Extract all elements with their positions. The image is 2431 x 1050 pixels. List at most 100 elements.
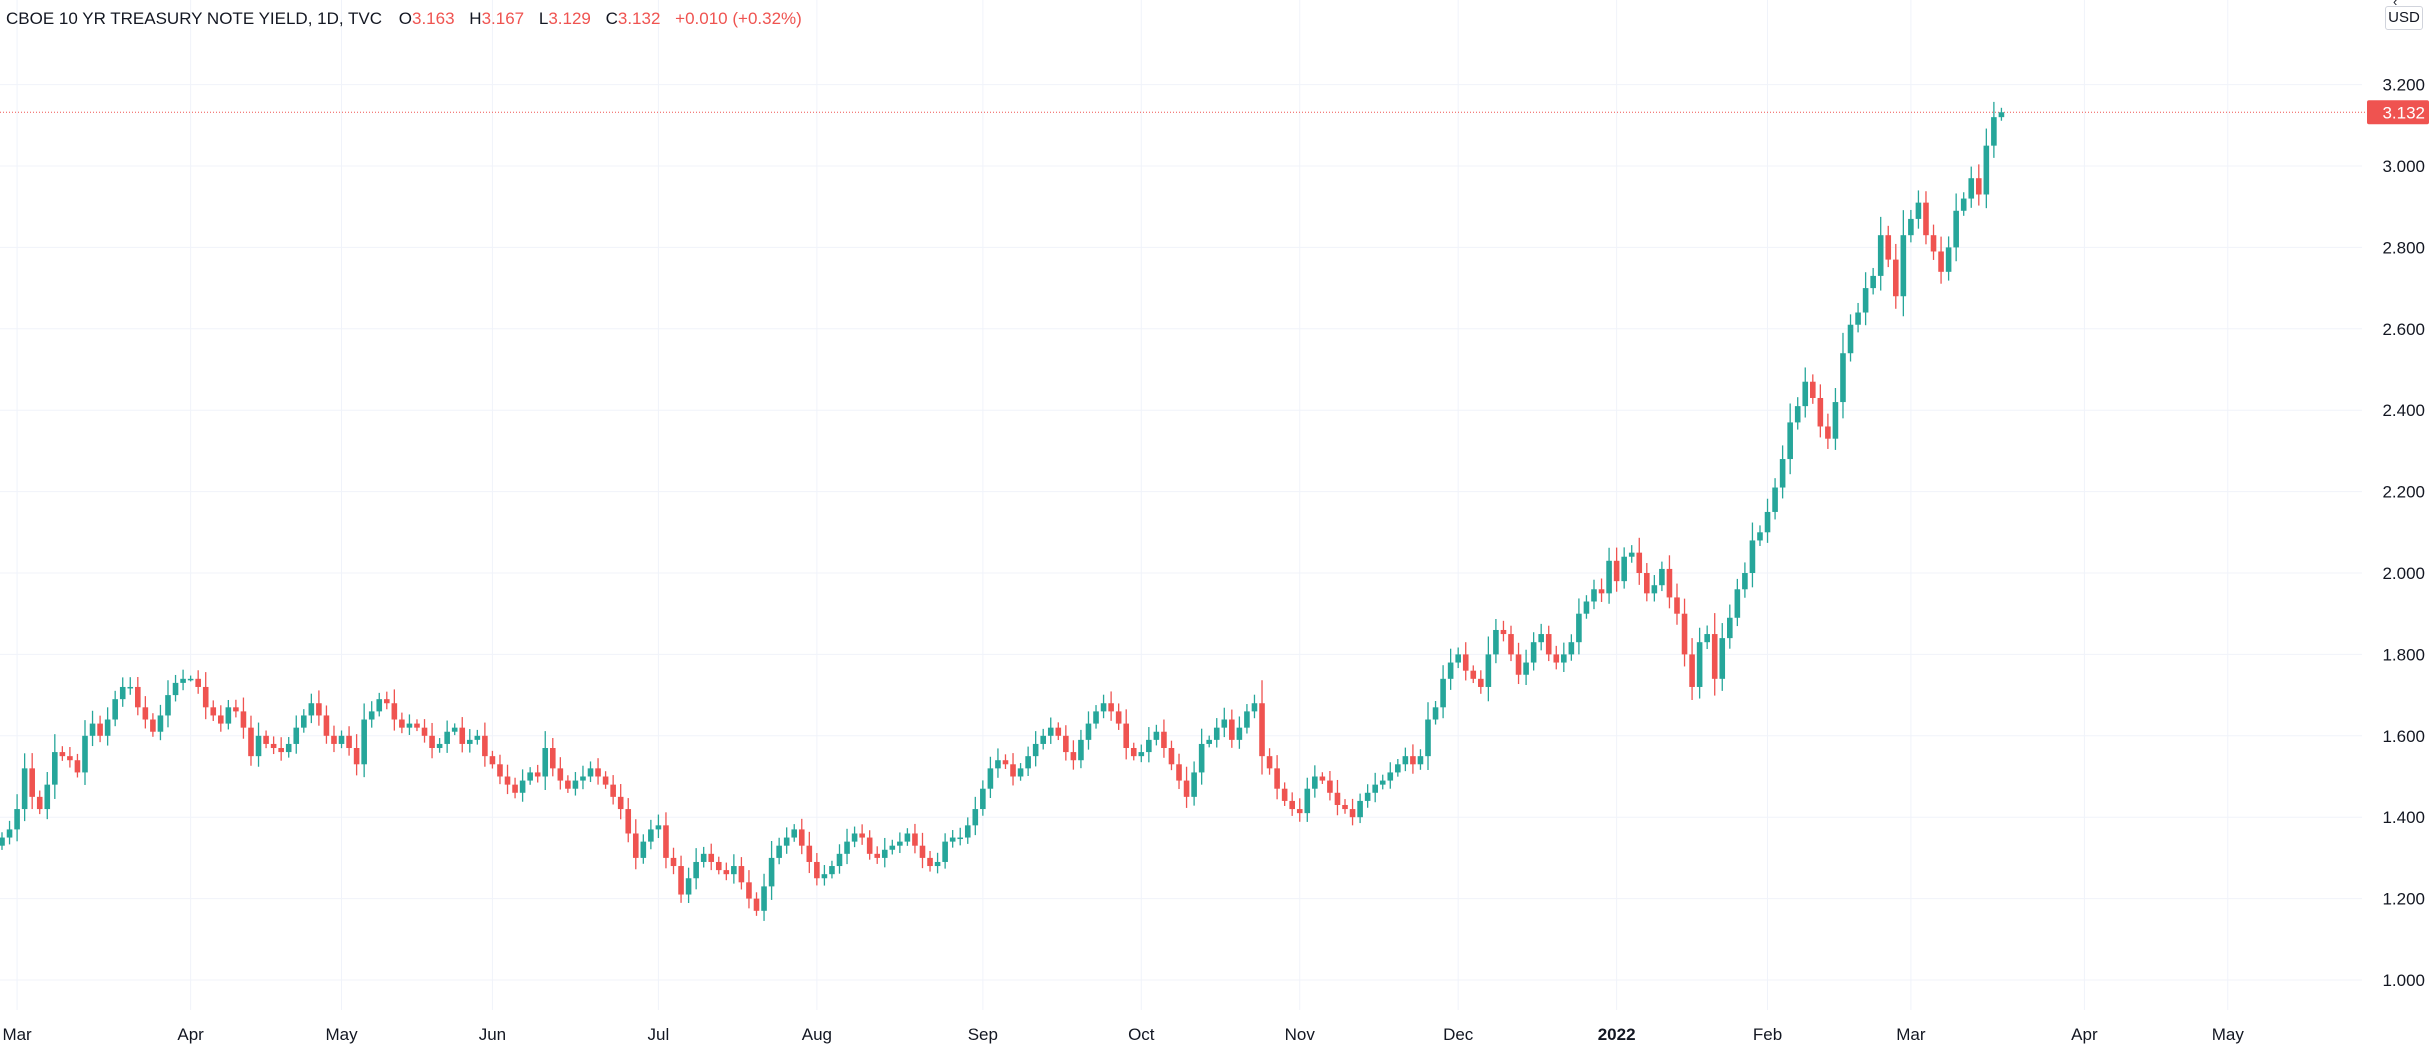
- candle: [74, 753, 81, 778]
- candle: [104, 707, 111, 746]
- candle-body: [1810, 381, 1816, 398]
- candle-body: [489, 756, 496, 765]
- candle-body: [1146, 739, 1152, 753]
- candle-body: [399, 719, 405, 728]
- candle-body: [851, 833, 858, 842]
- candle-body: [1078, 739, 1084, 761]
- candle-body: [1900, 235, 1907, 297]
- candle-body: [82, 735, 88, 773]
- candle: [1794, 397, 1801, 430]
- candle-body: [1591, 589, 1597, 602]
- currency-button[interactable]: USD: [2385, 6, 2423, 30]
- candle-body: [1696, 642, 1703, 687]
- candle: [1251, 694, 1258, 719]
- candle: [663, 812, 669, 869]
- candle-body: [1327, 780, 1333, 793]
- candle-body: [814, 861, 820, 879]
- candle-body: [316, 703, 322, 716]
- candle: [1953, 193, 1959, 262]
- candle-body: [429, 735, 435, 749]
- candle-body: [1108, 703, 1114, 712]
- candle: [180, 669, 186, 691]
- candle-body: [1455, 654, 1461, 663]
- candle-body: [1402, 756, 1409, 765]
- candle: [195, 670, 201, 694]
- candle-body: [1417, 756, 1424, 765]
- candle-body: [527, 772, 533, 781]
- candle-body: [1568, 642, 1575, 655]
- candle: [112, 690, 118, 727]
- candle-body: [59, 752, 66, 757]
- candle: [1410, 744, 1416, 774]
- candle: [451, 723, 458, 736]
- candle-body: [1032, 743, 1039, 757]
- candle: [640, 834, 647, 864]
- candle-body: [1123, 723, 1130, 749]
- candle: [1734, 578, 1741, 627]
- candle: [987, 756, 994, 798]
- candle: [859, 824, 865, 845]
- candle: [1561, 642, 1567, 672]
- candle-body: [1244, 711, 1250, 728]
- y-tick-label: 1.800: [2382, 645, 2425, 664]
- candle-body: [949, 837, 956, 842]
- candle-body: [1395, 764, 1401, 773]
- last-price-label-text: 3.132: [2382, 103, 2425, 122]
- candle: [995, 748, 1001, 778]
- candle-body: [708, 853, 715, 862]
- candle-body: [1387, 772, 1394, 781]
- symbol-title[interactable]: CBOE 10 YR TREASURY NOTE YIELD, 1D, TVC: [6, 9, 383, 28]
- candle: [814, 853, 820, 886]
- candle-body: [1085, 723, 1092, 740]
- candle: [821, 865, 828, 886]
- candle-body: [308, 703, 315, 716]
- price-axis[interactable]: 1.000 1.200 1.400 1.600 1.800 2.000 2.200 2.400…: [2382, 76, 2425, 990]
- candle: [1040, 728, 1047, 750]
- candle-body: [278, 748, 284, 753]
- candle-body: [1334, 792, 1341, 805]
- candle-body: [497, 764, 503, 777]
- candle-body: [1447, 662, 1454, 679]
- candle-body: [376, 699, 383, 712]
- time-axis[interactable]: Mar Apr May Jun Jul Aug Sep Oct Nov Dec 2022 Feb Mar…: [2, 1025, 2244, 1044]
- candle: [248, 715, 254, 766]
- candle-body: [987, 768, 994, 789]
- candle: [1168, 740, 1175, 771]
- candle-body: [663, 825, 669, 858]
- candle-body: [1598, 589, 1605, 594]
- candle: [866, 830, 873, 860]
- candle: [512, 777, 518, 799]
- candle: [1100, 694, 1107, 719]
- candle-body: [874, 853, 881, 858]
- candle-body: [1176, 764, 1182, 781]
- candle: [1289, 792, 1295, 816]
- candle: [1327, 771, 1333, 801]
- candle-body: [648, 829, 654, 842]
- candle-body: [821, 874, 828, 879]
- candle-body: [240, 711, 247, 728]
- candle: [1010, 753, 1016, 786]
- candle: [685, 867, 692, 903]
- candle-body: [632, 833, 639, 858]
- candle-body: [1183, 780, 1190, 797]
- candle: [436, 738, 443, 753]
- candle-body: [995, 760, 1001, 769]
- candle-body: [444, 731, 450, 744]
- candle-body: [104, 719, 111, 736]
- chart-grid: [0, 0, 2362, 1010]
- candle-body: [1983, 145, 1990, 195]
- y-tick-label: 1.600: [2382, 727, 2425, 746]
- candle: [1032, 731, 1039, 767]
- chevron-up-icon[interactable]: ‹: [2393, 0, 2398, 9]
- candle-body: [1259, 703, 1265, 757]
- candle-body: [1719, 638, 1726, 679]
- candle-body: [346, 735, 352, 749]
- candle-body: [1915, 202, 1922, 219]
- candle-body: [218, 715, 224, 724]
- candle: [1198, 728, 1205, 785]
- candle-body: [768, 857, 775, 887]
- candle-body: [353, 748, 360, 765]
- candle: [67, 746, 73, 768]
- candle: [172, 674, 179, 702]
